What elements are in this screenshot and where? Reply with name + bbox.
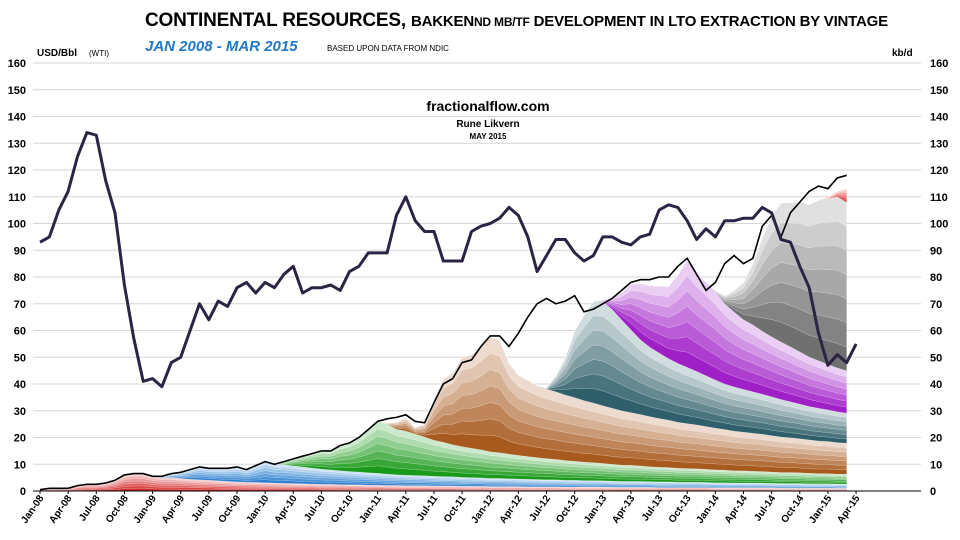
x-tick-label-11: Oct-10 [329,493,356,525]
x-tick-label-2: Jul-08 [77,493,103,523]
x-tick-label-5: Apr-09 [160,493,187,526]
y-tick-right-50: 50 [930,352,942,364]
y-tick-right-160: 160 [930,58,948,70]
y-tick-right-80: 80 [930,272,942,284]
y-tick-right-150: 150 [930,85,948,97]
x-tick-label-7: Oct-09 [217,493,244,525]
y-tick-right-20: 20 [930,433,942,445]
y-tick-left-120: 120 [8,165,26,177]
area-band-1-3 [39,470,847,490]
x-tick-label-24: Jan-14 [695,493,722,526]
y-tick-right-70: 70 [930,299,942,311]
x-tick-label-12: Jan-11 [357,493,384,525]
x-tick-label-4: Jan-09 [132,493,159,526]
y-tick-right-100: 100 [930,219,948,231]
watermark-date: MAY 2015 [470,132,507,141]
x-tick-label-19: Oct-12 [554,493,581,525]
x-tick-label-20: Jan-13 [582,493,609,526]
x-tick-label-18: Jul-12 [527,493,553,523]
y-tick-right-60: 60 [930,326,942,338]
title-part-bakken: BAKKEN [411,13,474,30]
y-tick-right-130: 130 [930,138,948,150]
watermark-author: Rune Likvern [456,119,519,130]
area-band-2-2 [39,450,847,490]
y-tick-left-130: 130 [8,138,26,150]
y-tick-left-100: 100 [8,219,26,231]
x-tick-label-14: Jul-11 [415,493,441,523]
x-tick-label-27: Oct-14 [779,493,806,525]
vintage-areas [39,188,847,492]
watermark: fractionalflow.com Rune Likvern MAY 2015 [426,98,549,141]
x-tick-label-16: Jan-12 [470,493,497,526]
right-axis-label: kb/d [892,48,913,59]
y-tick-left-10: 10 [14,459,26,471]
title-part-d: DEVELOPMENT IN LTO EXTRACTION BY VINTAGE [529,13,888,30]
x-tick-label-17: Apr-12 [498,493,525,526]
x-tick-label-21: Apr-13 [610,493,637,526]
left-axis-unit: (WTI) [89,49,109,58]
title-part-subscript: ND MB/TF [473,15,530,29]
y-tick-left-80: 80 [14,272,26,284]
x-tick-label-1: Apr-08 [47,493,74,526]
y-tick-right-40: 40 [930,379,942,391]
x-tick-label-6: Jul-09 [190,493,216,523]
x-tick-label-26: Jul-14 [753,493,779,523]
watermark-site: fractionalflow.com [426,98,549,114]
y-tick-left-30: 30 [14,406,26,418]
data-source-note: BASED UPON DATA FROM NDIC [327,44,449,53]
y-tick-left-140: 140 [8,112,26,124]
area-band-1-5 [39,464,847,490]
y-tick-left-60: 60 [14,326,26,338]
area-band-2-5 [39,428,847,490]
x-tick-label-9: Apr-10 [273,493,300,526]
wti-price-line [39,131,858,389]
x-tick-label-15: Oct-11 [442,493,469,525]
y-tick-left-40: 40 [14,379,26,391]
y-tick-left-90: 90 [14,245,26,257]
x-tick-label-22: Jul-13 [640,493,666,523]
area-band-1-0 [39,473,847,490]
y-tick-right-110: 110 [930,192,948,204]
chart-title: CONTINENTAL RESOURCES, BAKKENND MB/TF DE… [145,10,888,32]
area-band-2-0 [39,461,847,490]
y-tick-right-90: 90 [930,245,942,257]
y-tick-left-150: 150 [8,85,26,97]
y-tick-left-50: 50 [14,352,26,364]
total-production-line [39,174,847,491]
y-tick-right-140: 140 [930,112,948,124]
lines [39,131,858,491]
title-part-a: CONTINENTAL RESOURCES, [145,10,411,31]
y-tick-left-0: 0 [20,486,26,498]
axes [33,490,921,494]
y-tick-left-160: 160 [8,58,26,70]
x-tick-label-8: Jan-10 [244,493,271,526]
area-band-1-4 [39,467,847,490]
y-tick-left-20: 20 [14,433,26,445]
y-tick-right-120: 120 [930,165,948,177]
x-tick-label-25: Apr-14 [723,493,750,526]
y-tick-left-110: 110 [8,192,26,204]
y-tick-right-0: 0 [930,486,936,498]
x-tick-label-23: Oct-13 [667,493,694,525]
x-tick-label-3: Oct-08 [104,493,131,525]
y-tick-right-10: 10 [930,459,942,471]
x-tick-label-29: Apr-15 [835,493,862,526]
left-axis-label: USD/Bbl [37,48,77,59]
y-tick-right-30: 30 [930,406,942,418]
x-tick-label-10: Jul-10 [302,493,328,523]
chart-period: JAN 2008 - MAR 2015 [145,38,298,55]
x-tick-label-13: Apr-11 [385,493,412,525]
x-tick-label-28: Jan-15 [807,493,834,526]
y-tick-left-70: 70 [14,299,26,311]
